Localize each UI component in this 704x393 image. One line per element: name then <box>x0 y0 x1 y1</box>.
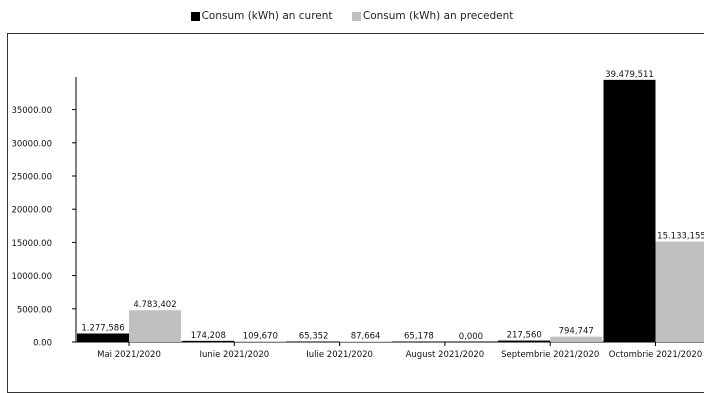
y-tick-label: 10000.00 <box>11 272 52 282</box>
y-tick-label: 25000.00 <box>11 173 52 183</box>
data-label: 65,178 <box>404 332 434 342</box>
data-label: 174,208 <box>191 331 226 341</box>
data-label: 217,560 <box>507 331 542 341</box>
x-tick-label: Septembrie 2021/2020 <box>501 350 599 360</box>
bar-current <box>182 341 234 342</box>
data-label: 15.133,155 <box>657 232 704 242</box>
data-label: 65,352 <box>299 332 329 342</box>
x-tick-label: Mai 2021/2020 <box>97 350 161 360</box>
data-label: 0,000 <box>459 332 483 342</box>
bar-previous <box>656 242 704 342</box>
bar-previous <box>129 310 181 342</box>
y-tick-label: 5000.00 <box>17 305 52 315</box>
bar-current <box>498 341 550 342</box>
bar-current <box>604 80 656 342</box>
data-label: 4.783,402 <box>133 300 176 310</box>
y-tick-label: 15000.00 <box>11 239 52 249</box>
y-tick-label: 0.00 <box>33 339 52 349</box>
data-label: 1.277,586 <box>81 324 124 334</box>
x-tick-label: Octombrie 2021/2020 <box>609 350 703 360</box>
y-tick-label: 35000.00 <box>11 106 52 116</box>
bar-previous <box>234 341 286 342</box>
y-tick-label: 30000.00 <box>11 139 52 149</box>
x-tick-label: Iulie 2021/2020 <box>306 350 373 360</box>
bar-previous <box>340 341 392 342</box>
data-label: 39.479,511 <box>605 70 654 80</box>
data-label: 87,664 <box>351 331 381 341</box>
x-tick-label: Iunie 2021/2020 <box>199 350 269 360</box>
data-label: 109,670 <box>243 331 278 341</box>
bar-current <box>77 334 129 342</box>
data-label: 794,747 <box>559 327 594 337</box>
x-tick-label: August 2021/2020 <box>406 350 485 360</box>
bar-previous <box>550 337 602 342</box>
bar-chart: 0.00 5000.00 10000.00 15000.00 20000.00 25000… <box>0 0 704 374</box>
y-tick-label: 20000.00 <box>11 206 52 216</box>
